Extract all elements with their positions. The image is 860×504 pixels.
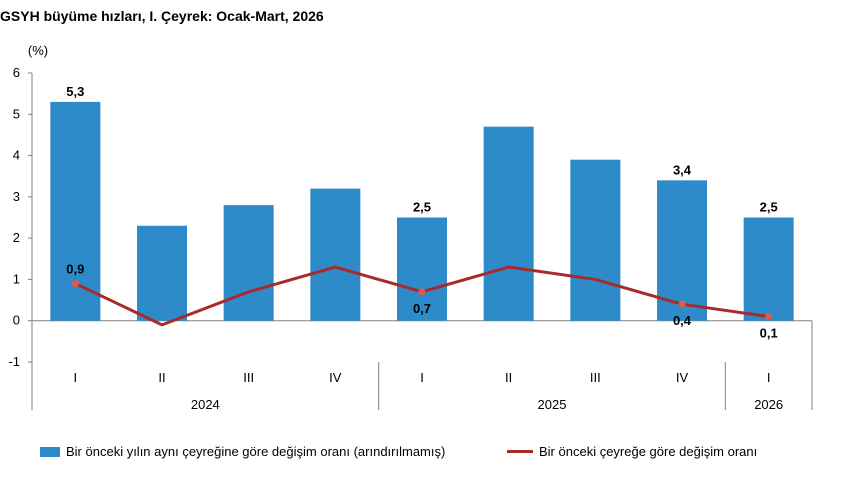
x-tick-label: II (505, 370, 512, 385)
y-tick-label: 2 (13, 230, 20, 245)
line-point (71, 280, 79, 288)
legend-swatch-line (507, 450, 533, 453)
legend-swatch-bars (40, 446, 60, 457)
line-point (418, 288, 426, 296)
y-tick-label: 4 (13, 148, 20, 163)
chart-title: GSYH büyüme hızları, I. Çeyrek: Ocak-Mar… (0, 8, 324, 24)
x-tick-label: IV (676, 370, 689, 385)
legend-label-line: Bir önceki çeyreğe göre değişim oranı (539, 444, 758, 459)
y-tick-label: 1 (13, 271, 20, 286)
x-tick-label: III (590, 370, 601, 385)
line-point (678, 300, 686, 308)
bar-data-label: 2,5 (413, 200, 431, 215)
line-data-label: 0,7 (413, 301, 431, 316)
line-data-label: 0,9 (66, 262, 84, 277)
y-axis-label: (%) (28, 43, 48, 58)
bar (223, 205, 274, 321)
bar (483, 126, 534, 321)
bar-data-label: 2,5 (760, 200, 778, 215)
x-group-label: 2025 (538, 397, 567, 412)
bar (397, 217, 447, 321)
bar (743, 217, 794, 321)
x-tick-label: II (158, 370, 165, 385)
bar (310, 188, 361, 321)
y-tick-label: -1 (8, 354, 20, 369)
line-data-label: 0,4 (673, 313, 692, 328)
x-tick-label: IV (329, 370, 342, 385)
x-group-label: 2026 (754, 397, 783, 412)
line-data-label: 0,1 (760, 326, 778, 341)
y-tick-label: 5 (13, 106, 20, 121)
y-tick-label: 3 (13, 189, 20, 204)
x-tick-label: I (420, 370, 424, 385)
x-tick-label: I (767, 370, 771, 385)
bar (657, 180, 707, 321)
line-point (765, 313, 773, 321)
legend-label-bars: Bir önceki yılın aynı çeyreğine göre değ… (66, 444, 446, 459)
bar (137, 225, 187, 321)
legend-item-bars: Bir önceki yılın aynı çeyreğine göre değ… (40, 444, 445, 459)
x-tick-label: III (243, 370, 254, 385)
y-tick-label: 6 (13, 65, 20, 80)
bar (570, 159, 621, 321)
x-tick-label: I (74, 370, 78, 385)
bar-data-label: 5,3 (66, 84, 84, 99)
y-tick-label: 0 (13, 313, 20, 328)
legend-item-line: Bir önceki çeyreğe göre değişim oranı (507, 444, 757, 459)
x-group-label: 2024 (191, 397, 220, 412)
bar-data-label: 3,4 (673, 162, 692, 177)
bar (50, 101, 101, 321)
